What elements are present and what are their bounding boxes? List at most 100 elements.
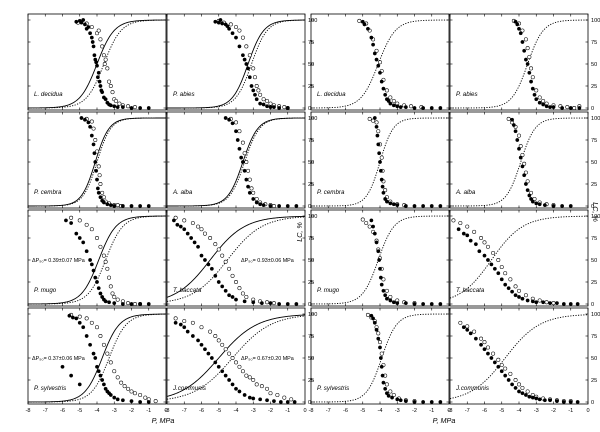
- panel-l8-open-point-18: [259, 384, 264, 389]
- panel-l3: P. cembra: [27, 111, 167, 209]
- panel-r6-open-point-2: [465, 224, 470, 229]
- panel-l7-species-label: P. sylvestris: [34, 385, 66, 392]
- panel-r2-filled-point-16: [548, 105, 552, 110]
- panel-l8-open-point-9: [227, 351, 232, 356]
- panel-r4-y-tick-label: 0: [591, 204, 594, 210]
- panel-l5-filled-point-5: [84, 249, 89, 254]
- panel-l4-filled-point-19: [294, 204, 299, 208]
- panel-r1-filled-point-20: [421, 106, 426, 110]
- panel-l7-filled-point-20: [120, 398, 125, 403]
- panel-r7-species-label: P. sylvestris: [317, 385, 349, 392]
- panel-r2-open-point-10: [541, 98, 546, 103]
- panel-r8-y-tick-label: 25: [591, 378, 597, 384]
- panel-r1-filled-point-3: [369, 35, 374, 40]
- panel-l6-open-point-16: [244, 294, 249, 299]
- panel-l2-filled-point-20: [268, 105, 273, 110]
- panel-l7-annotation: ΔP₅₀= 0.37±0.06 MPa: [32, 356, 85, 362]
- panel-r8-filled-point-25: [561, 400, 566, 404]
- panel-l3-open-point-3: [93, 138, 98, 142]
- panel-l1-open-point-13: [114, 98, 118, 103]
- panel-l7-x-tick-label: -6: [60, 408, 65, 414]
- panel-r5-open-point-9: [384, 288, 389, 293]
- panel-l1-filled-point-4: [86, 25, 91, 29]
- panel-r1-filled-point-19: [412, 106, 417, 110]
- panel-r6-open-point-3: [472, 229, 477, 234]
- panel-l7-filled-point-0: [67, 313, 72, 318]
- panel-r8-y-tick-label: 100: [591, 312, 600, 318]
- panel-l8-open-point-20: [268, 391, 273, 396]
- panel-l6-filled-point-11: [209, 266, 214, 271]
- panel-r4-open-point-7: [523, 170, 528, 175]
- panel-l1-open-point-9: [107, 79, 112, 84]
- panel-l3-filled-point-4: [89, 133, 94, 138]
- panel-r8-filled-point-9: [496, 364, 501, 369]
- panel-r4-filled-point-6: [520, 164, 525, 169]
- panel-r2-filled-point-7: [525, 62, 530, 66]
- panel-l2-filled-point-5: [230, 31, 235, 36]
- panel-r7-filled-point-15: [398, 398, 403, 403]
- panel-r8-x-tick-label: -7: [465, 408, 470, 414]
- panel-r2-open-point-8: [534, 88, 539, 93]
- panel-r8-filled-point-1: [465, 327, 470, 332]
- panel-l7-filled-point-5: [84, 334, 89, 338]
- panel-l2-filled-point-23: [285, 106, 290, 110]
- panel-r8-open-point-11: [513, 378, 518, 382]
- panel-l2-open-point-11: [256, 88, 261, 93]
- panel-r8-y-tick-label: 50: [591, 356, 597, 362]
- panel-l6-filled-point-2: [178, 224, 183, 229]
- panel-r1-filled-point-4: [371, 42, 375, 47]
- panel-l3-open-point-9: [101, 195, 106, 200]
- panel-l7-x-tick-label: -7: [43, 408, 48, 414]
- panel-r8-x-tick-label: -3: [534, 408, 539, 414]
- panel-l8-x-tick-label: -5: [216, 408, 221, 414]
- panel-r7-filled-point-18: [421, 400, 426, 404]
- panel-l6-filled-point-17: [230, 295, 235, 299]
- panel-l7-filled-point-10: [96, 369, 101, 374]
- panel-r7-x-tick-label: -3: [395, 408, 400, 414]
- panel-l8-open-point-14: [244, 373, 249, 378]
- panel-l8-x-tick-label: -3: [251, 408, 256, 414]
- panel-r7-x-tick-label: -2: [412, 408, 417, 414]
- panel-l2-open-point-6: [244, 44, 249, 49]
- panel-r5-open-point-0: [360, 217, 365, 222]
- panel-r8-open-point-2: [472, 329, 477, 334]
- panel-r3-filled-point-18: [429, 204, 434, 208]
- panel-r6-y-tick-label: 0: [591, 302, 594, 308]
- panel-l8-annotation: ΔP₅₀= 0.67±0.20 MPa: [241, 356, 294, 362]
- panel-r2-filled-point-9: [529, 79, 533, 84]
- panel-l7-x-tick-label: -8: [26, 408, 31, 414]
- panel-r1-filled-point-2: [366, 26, 370, 31]
- panel-l7-x-tick-label: -2: [129, 408, 134, 414]
- panel-r6-filled-point-22: [548, 301, 552, 306]
- panel-r3-filled-point-11: [384, 199, 389, 204]
- panel-l1: L. decidua: [27, 13, 167, 111]
- panel-l5-filled-point-19: [129, 302, 134, 306]
- panel-r5-filled-point-19: [438, 302, 443, 306]
- panel-l8-x-tick-label: -2: [268, 408, 273, 414]
- panel-l7-filled-point-1: [70, 315, 75, 320]
- panel-r8-open-point-0: [458, 320, 463, 325]
- panel-l2-open-point-4: [237, 28, 242, 33]
- panel-l2-filled-point-25: [225, 24, 230, 29]
- panel-r7: -8 -7 -6 -5 -4 -3 -2 -1 0 P. sylvestris: [309, 307, 451, 414]
- panel-r4-open-point-6: [522, 161, 527, 166]
- panel-r4-filled-point-4: [517, 146, 521, 151]
- panel-l6-open-point-9: [220, 253, 225, 258]
- panel-r8-filled-point-12: [506, 378, 511, 382]
- panel-l6-filled-point-19: [242, 299, 247, 304]
- panel-r4-open-point-3: [517, 133, 521, 138]
- panel-l1-filled-point-31: [99, 88, 104, 93]
- panel-r5-open-point-8: [381, 277, 386, 282]
- panel-l3-filled-point-15: [105, 202, 110, 207]
- panel-r7-filled-point-4: [376, 336, 381, 341]
- left-x-axis-label: P, MPa: [152, 416, 175, 425]
- panel-l4-open-point-9: [251, 190, 256, 195]
- panel-r7-filled-point-7: [379, 364, 384, 369]
- panel-r1-filled-point-10: [381, 86, 386, 91]
- panel-l5-open-point-5: [98, 244, 103, 249]
- panel-r8-filled-point-11: [503, 373, 508, 378]
- panel-r6-filled-point-6: [482, 253, 487, 258]
- panel-r7-filled-point-10: [383, 386, 388, 391]
- panel-r7-open-point-0: [365, 312, 370, 317]
